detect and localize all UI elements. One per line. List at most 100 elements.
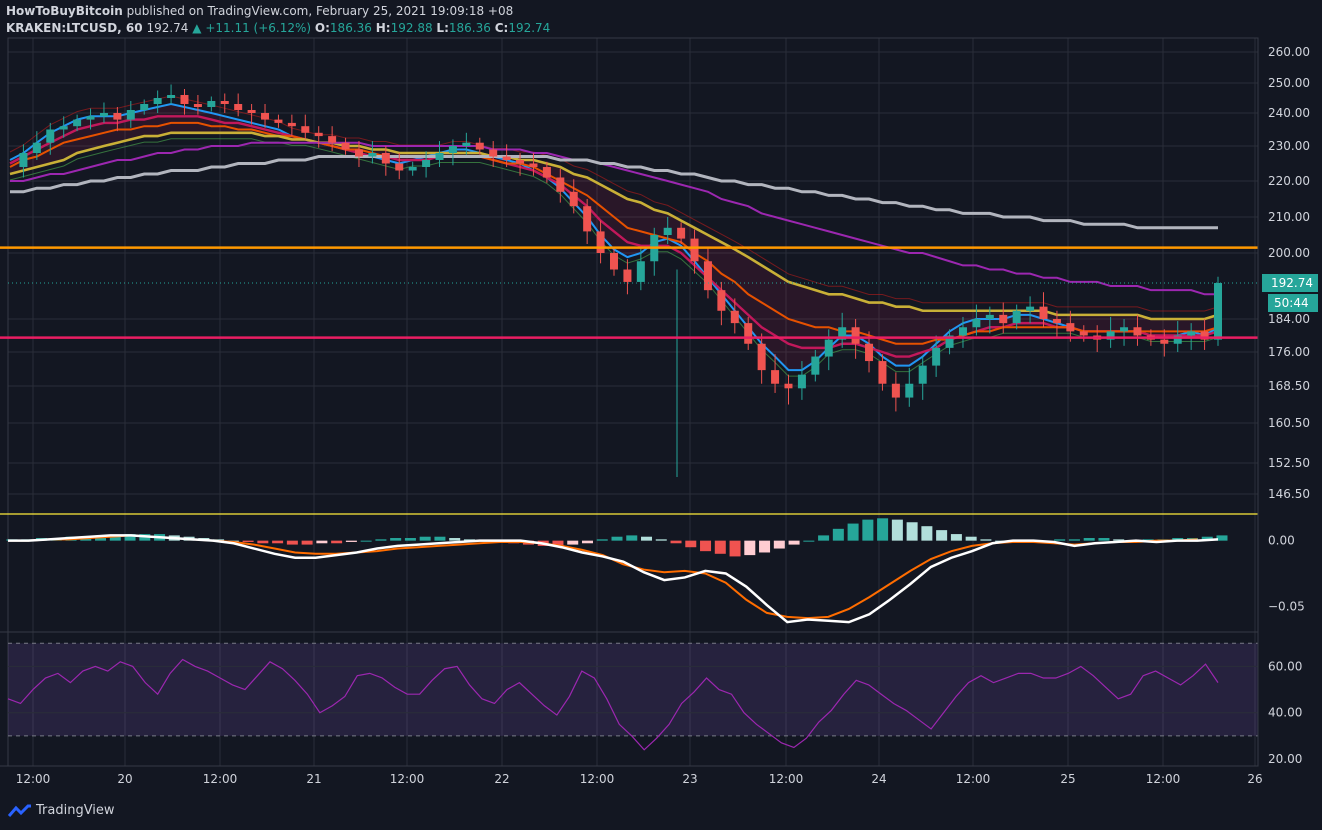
time-tick-label: 22 <box>494 772 509 786</box>
time-tick-label: 12:00 <box>769 772 804 786</box>
macd-histogram-bar <box>626 535 638 541</box>
macd-histogram-bar <box>1054 539 1066 541</box>
candle-body <box>180 95 189 104</box>
rsi-tick-label: 40.00 <box>1268 706 1302 720</box>
ma-line-4 <box>10 141 1218 296</box>
candle-body <box>985 314 994 319</box>
candle-body <box>1187 331 1196 336</box>
macd-histogram-bar <box>862 519 874 541</box>
candle-body <box>86 116 95 120</box>
horizontal-levels[interactable] <box>0 246 1258 339</box>
macd-histogram-bar <box>921 526 933 541</box>
candle-body <box>73 119 82 127</box>
macd-histogram-bar <box>936 530 948 541</box>
candle-body <box>354 149 363 157</box>
candle-body <box>999 314 1008 324</box>
macd-histogram-bar <box>906 522 918 541</box>
candle-body <box>395 163 404 171</box>
candle-body <box>811 356 820 375</box>
macd-histogram-bar <box>700 540 712 552</box>
ribbon-bands <box>9 95 1219 377</box>
price-axis[interactable]: 260.00 250.00 240.00 230.00 220.00 210.00 200.… <box>1257 38 1318 766</box>
macd-histogram-bar <box>685 540 697 548</box>
macd-histogram-bar <box>877 518 889 541</box>
macd-histogram-bar <box>847 523 859 541</box>
macd-histogram-bar <box>744 540 756 556</box>
candle-body <box>542 167 551 178</box>
price-tick-label: 220.00 <box>1268 174 1310 188</box>
candle-body <box>703 261 712 291</box>
candle-body <box>381 153 390 164</box>
rsi-pane[interactable] <box>7 642 1258 751</box>
macd-histogram-bar <box>463 539 475 541</box>
macd-histogram-bar <box>803 540 815 542</box>
high-label: H: <box>375 21 391 35</box>
macd-histogram-bar <box>301 540 313 545</box>
candle-body <box>717 290 726 311</box>
candle-body <box>516 160 525 164</box>
time-tick-label: 12:00 <box>580 772 615 786</box>
candle-body <box>1066 323 1075 332</box>
macd-histogram-bar <box>272 540 284 544</box>
time-tick-label: 25 <box>1060 772 1075 786</box>
macd-histogram-bar <box>375 539 387 541</box>
author-name[interactable]: HowToBuyBitcoin <box>6 4 123 18</box>
candle-body <box>690 238 699 262</box>
rsi-tick-label: 60.00 <box>1268 659 1302 673</box>
macd-histogram-bar <box>419 536 431 541</box>
time-tick-label: 20 <box>117 772 132 786</box>
macd-histogram-bar <box>641 536 653 541</box>
candle-body <box>408 167 417 171</box>
macd-pane[interactable] <box>6 518 1228 624</box>
candle-body <box>596 231 605 253</box>
symbol-name[interactable]: KRAKEN:LTCUSD, 60 <box>6 21 143 35</box>
time-tick-label: 26 <box>1247 772 1262 786</box>
candle-body <box>838 327 847 340</box>
price-tick-label: 240.00 <box>1268 106 1310 120</box>
candle-body <box>341 142 350 150</box>
candle-body <box>610 253 618 270</box>
candle-body <box>1012 310 1021 324</box>
candle-body <box>489 149 498 157</box>
macd-histogram-bar <box>581 540 593 544</box>
price-tick-label: 152.50 <box>1268 456 1310 470</box>
price-tick-label: 176.00 <box>1268 345 1310 359</box>
macd-histogram-bar <box>390 538 402 541</box>
tradingview-brand[interactable]: TradingView <box>8 803 115 818</box>
macd-histogram-bar <box>1068 539 1080 541</box>
candle-body <box>878 361 887 384</box>
candle-body <box>435 153 444 160</box>
candle-body <box>1200 331 1209 340</box>
candle-body <box>462 142 471 146</box>
candlestick-series[interactable] <box>19 84 1222 478</box>
macd-histogram-bar <box>404 538 416 541</box>
chart-canvas[interactable]: 260.00250.00240.00230.00220.00210.00200.… <box>0 0 1322 796</box>
candle-body <box>1079 331 1088 336</box>
candle-body <box>234 104 243 110</box>
macd-histogram-bar <box>286 540 298 545</box>
candle-body <box>932 347 941 366</box>
candle-body <box>287 122 296 127</box>
macd-histogram-bar <box>1098 538 1110 541</box>
open-value: 186.36 <box>329 21 372 35</box>
time-tick-label: 21 <box>306 772 321 786</box>
time-axis[interactable]: 12:00 20 12:00 21 12:00 22 12:00 23 12:00 24 12:00… <box>0 765 1263 786</box>
macd-histogram-bar <box>316 540 328 544</box>
candle-body <box>220 101 229 104</box>
countdown-label: 50:44 <box>1274 296 1309 310</box>
macd-histogram-bar <box>596 539 608 541</box>
footer-bar <box>0 796 1322 830</box>
macd-histogram-bar <box>449 538 461 541</box>
ma-line-5 <box>10 155 1218 230</box>
macd-histogram-bar <box>1142 539 1154 541</box>
time-tick-label: 24 <box>871 772 886 786</box>
macd-histogram-bar <box>788 540 800 545</box>
ribbon-fill <box>10 104 1218 371</box>
price-tick-label: 250.00 <box>1268 76 1310 90</box>
candle-body <box>1120 327 1129 332</box>
candle-body <box>113 113 122 120</box>
candle-body <box>140 104 149 110</box>
candle-body <box>1133 327 1142 336</box>
candle-body <box>824 339 833 357</box>
close-label: C: <box>494 21 509 35</box>
